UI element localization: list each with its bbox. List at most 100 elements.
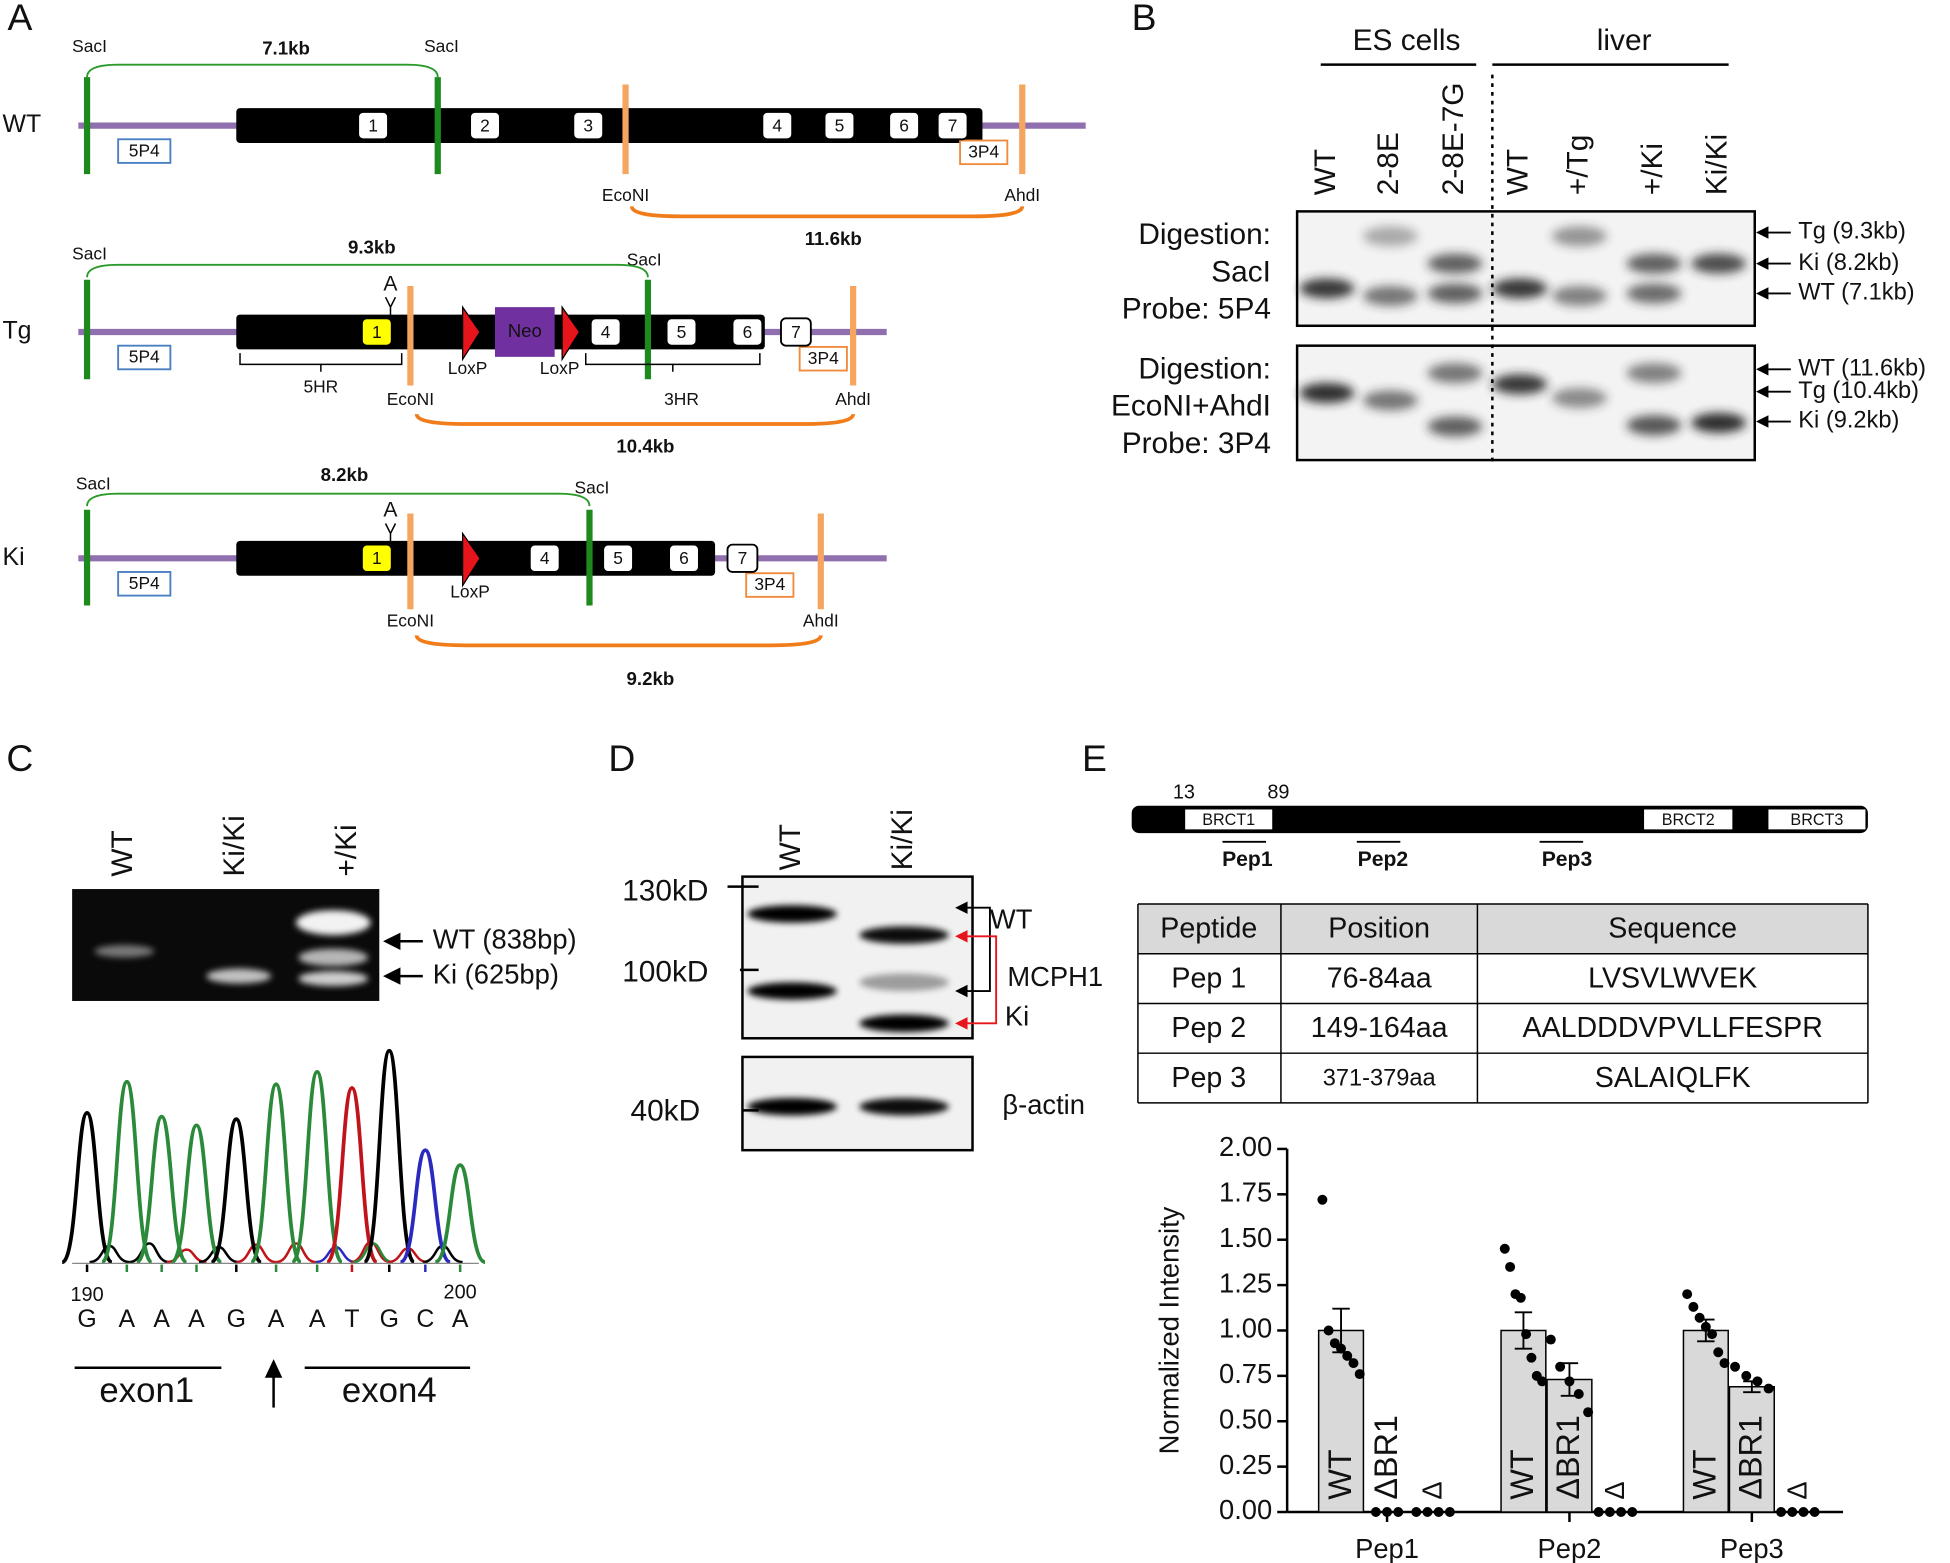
exon: [668, 543, 700, 573]
trace: [135, 1114, 188, 1264]
band: [1427, 416, 1483, 437]
base-label: A: [153, 1305, 170, 1333]
panel-label: C: [6, 737, 33, 779]
exon-label: 4: [772, 115, 782, 135]
band-label: Ki (625bp): [433, 958, 559, 989]
trace: [325, 1086, 379, 1264]
domain-label: BRCT3: [1790, 811, 1843, 829]
exon-label: 6: [743, 322, 753, 342]
exon-label: 5: [677, 322, 687, 342]
exon-label: 3: [583, 115, 593, 135]
trace: [129, 1242, 170, 1264]
insertion-caret: [384, 523, 397, 544]
site-label: SacI: [627, 250, 662, 270]
bar: [1728, 1386, 1775, 1513]
lane-label: Ki/Ki: [1701, 134, 1734, 195]
x-tick-label: Pep2: [1538, 1533, 1602, 1563]
arm-label: 5HR: [303, 377, 338, 397]
table-cell: Pep 1: [1171, 962, 1246, 994]
exon: [823, 110, 856, 141]
neo-cassette: [494, 307, 555, 357]
panel-label: E: [1082, 737, 1107, 779]
table-cell: Pep 2: [1171, 1012, 1246, 1044]
y-tick-label: 2.00: [1219, 1131, 1272, 1162]
band: [1427, 253, 1483, 274]
data-point: [1583, 1407, 1594, 1418]
arrow-head: [955, 901, 968, 914]
site-label: SacI: [575, 477, 610, 497]
exon: [469, 110, 501, 141]
neo-label: Neo: [508, 320, 542, 341]
data-point: [1537, 1376, 1548, 1387]
arrow-head: [264, 1359, 283, 1378]
exon: [936, 110, 969, 141]
exon-label: 6: [899, 115, 909, 135]
band-label: Ki (9.2kb): [1798, 408, 1899, 434]
bound-label: 13: [1173, 782, 1195, 804]
site-label: AhdI: [803, 610, 839, 630]
base-label: A: [119, 1305, 136, 1333]
site-label: EcoNI: [387, 610, 434, 630]
y-tick-label: 1.00: [1219, 1313, 1272, 1344]
arrow-head: [1755, 257, 1769, 270]
base-label: A: [268, 1305, 285, 1333]
data-point: [1382, 1507, 1393, 1517]
exon: [602, 543, 634, 573]
exon-label: 6: [679, 548, 689, 568]
size-label: 11.6kb: [805, 228, 862, 249]
band: [1363, 390, 1418, 411]
gel-band: [206, 968, 272, 984]
site-label: AhdI: [1004, 185, 1040, 205]
band-label: Ki: [1005, 1001, 1029, 1032]
y-tick-label: 1.75: [1219, 1177, 1272, 1208]
domain: [1768, 809, 1866, 830]
exon-label: 1: [368, 115, 378, 135]
loxp-label: LoxP: [540, 358, 580, 378]
bar-label: WT: [1322, 1449, 1358, 1499]
base-label: A: [309, 1305, 326, 1333]
probe-label: 5P4: [129, 573, 160, 593]
band: [747, 982, 837, 1000]
lane-label: Ki/Ki: [218, 815, 251, 876]
table-header: Peptide: [1160, 913, 1257, 945]
band: [1427, 283, 1483, 304]
lane-label: WT: [1502, 149, 1535, 195]
y-axis-label: Normalized Intensity: [1154, 1206, 1185, 1454]
bar-label: WT: [1504, 1449, 1540, 1499]
y-tick-label: 0.25: [1219, 1449, 1272, 1480]
insertion-caret: [384, 296, 397, 318]
loxp-label: LoxP: [448, 358, 488, 378]
trace: [170, 1123, 223, 1264]
bound-label: 89: [1267, 782, 1289, 804]
site-label: EcoNI: [602, 185, 649, 205]
data-point: [1411, 1507, 1422, 1517]
insertion-label: A: [383, 499, 398, 522]
y-tick-label: 0.50: [1219, 1403, 1272, 1434]
exon: [572, 110, 605, 141]
lane-label: 2-8E-7G: [1437, 82, 1470, 195]
table-header: Sequence: [1608, 913, 1737, 945]
exon-label: 2: [480, 115, 490, 135]
size-bracket: [86, 63, 439, 78]
data-point: [1752, 1376, 1763, 1387]
band: [747, 905, 837, 923]
band: [859, 1097, 949, 1116]
size-label: 9.2kb: [627, 668, 675, 689]
trace: [61, 1111, 113, 1264]
trace: [362, 1048, 416, 1264]
loxp-site: [462, 531, 481, 588]
panel-label: D: [608, 737, 635, 779]
exon: [761, 110, 794, 141]
gel-band: [94, 945, 155, 958]
exon-label: 7: [791, 322, 801, 342]
construct-name: Ki: [2, 543, 24, 571]
bar: [1546, 1378, 1593, 1513]
bar-label: ΔBR1: [1733, 1415, 1769, 1499]
table-cell: 371-379aa: [1323, 1066, 1437, 1092]
panel-label: A: [7, 0, 32, 38]
condition-label: Probe: 3P4: [1122, 427, 1271, 460]
band-label: Ki (8.2kb): [1798, 250, 1899, 276]
probe-label: 3P4: [754, 574, 785, 594]
data-point: [1627, 1507, 1638, 1517]
